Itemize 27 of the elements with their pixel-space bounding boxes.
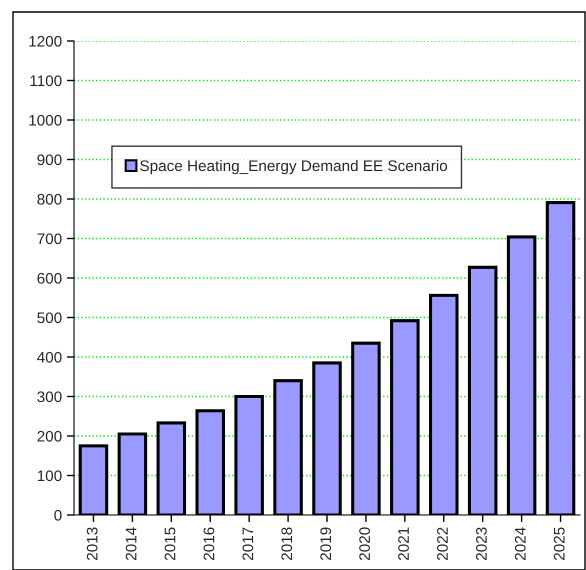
y-tick-label: 1000 bbox=[29, 114, 62, 126]
y-tick-label: 600 bbox=[37, 272, 62, 284]
y-tick-label: 700 bbox=[37, 233, 62, 244]
x-tick-label: 2013 bbox=[86, 527, 98, 560]
legend-label: Space Heating_Energy Demand EE Scenario bbox=[140, 160, 448, 174]
y-tick-label: 300 bbox=[37, 391, 62, 402]
y-tick-label: 0 bbox=[54, 510, 62, 521]
y-tick-label: 900 bbox=[37, 154, 62, 166]
x-tick-label: 2018 bbox=[281, 527, 292, 560]
y-tick-label: 100 bbox=[38, 470, 62, 482]
x-tick-label: 2017 bbox=[242, 528, 254, 560]
y-tick-label: 200 bbox=[37, 430, 62, 442]
x-tick-label: 2022 bbox=[437, 528, 448, 560]
y-tick-label: 1200 bbox=[29, 36, 62, 47]
y-tick-label: 400 bbox=[37, 352, 62, 363]
x-tick-label: 2020 bbox=[359, 527, 370, 560]
x-tick-label: 2014 bbox=[126, 527, 136, 560]
x-tick-label: 2025 bbox=[554, 527, 565, 560]
y-tick-label: 500 bbox=[37, 312, 62, 324]
x-tick-label: 2023 bbox=[476, 527, 487, 560]
x-tick-label: 2015 bbox=[164, 527, 176, 560]
y-tick-label: 800 bbox=[37, 194, 62, 205]
x-tick-label: 2021 bbox=[398, 528, 409, 560]
x-tick-label: 2019 bbox=[320, 528, 332, 560]
x-tick-label: 2016 bbox=[204, 527, 214, 560]
y-tick-label: 1100 bbox=[30, 75, 62, 86]
x-tick-label: 2024 bbox=[514, 527, 526, 560]
